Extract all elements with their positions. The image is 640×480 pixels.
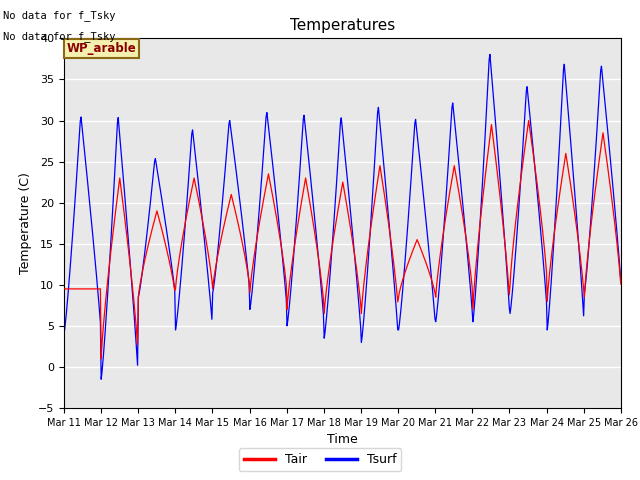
Y-axis label: Temperature (C): Temperature (C) bbox=[19, 172, 33, 274]
X-axis label: Time: Time bbox=[327, 433, 358, 446]
Text: No data for f_Tsky: No data for f_Tsky bbox=[3, 31, 116, 42]
Text: No data for f_Tsky: No data for f_Tsky bbox=[3, 10, 116, 21]
Title: Temperatures: Temperatures bbox=[290, 18, 395, 33]
Text: WP_arable: WP_arable bbox=[67, 42, 136, 55]
Legend: Tair, Tsurf: Tair, Tsurf bbox=[239, 448, 401, 471]
